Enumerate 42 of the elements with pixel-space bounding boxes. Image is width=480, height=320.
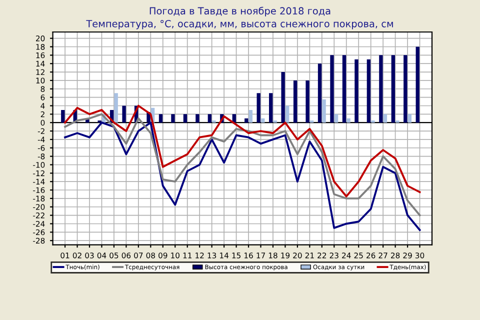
bar	[269, 93, 273, 123]
bar	[158, 114, 163, 123]
bar	[346, 118, 350, 123]
bar	[310, 120, 314, 123]
bar	[366, 59, 371, 123]
bar	[416, 46, 420, 123]
bar	[273, 120, 277, 123]
bar	[244, 118, 248, 123]
chart-title: Погода в Тавде в ноябре 2018 года	[150, 6, 330, 16]
bar	[334, 114, 338, 123]
bar	[318, 64, 322, 123]
bar	[383, 114, 388, 123]
bar	[171, 114, 175, 123]
bar	[248, 110, 252, 123]
chart-subtitle: Температура, °С, осадки, мм, высота снежного покрова, см	[86, 20, 393, 30]
line-series	[64, 113, 421, 216]
bar	[371, 120, 375, 123]
bar	[281, 72, 285, 123]
bar	[391, 55, 395, 123]
bar	[396, 120, 400, 123]
bar	[293, 80, 298, 123]
bar	[330, 55, 334, 123]
bar	[256, 93, 260, 123]
bar	[404, 55, 408, 123]
line-series	[64, 122, 421, 232]
bar	[208, 114, 212, 123]
bar	[183, 114, 188, 123]
bar	[379, 55, 383, 123]
bar	[286, 106, 290, 123]
bar	[232, 114, 236, 123]
line-series	[64, 104, 421, 198]
bar	[114, 93, 118, 123]
bar	[196, 114, 200, 123]
bar	[408, 114, 412, 123]
bar	[322, 99, 326, 123]
bar	[354, 59, 358, 123]
bar	[342, 55, 346, 123]
bar	[261, 118, 265, 123]
bar	[61, 110, 65, 123]
bar	[122, 106, 126, 123]
bar	[212, 120, 216, 123]
bar	[306, 80, 310, 123]
